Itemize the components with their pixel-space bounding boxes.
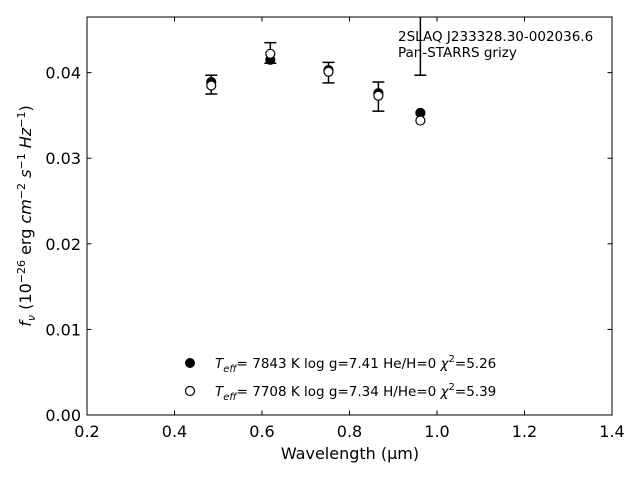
point-open — [373, 90, 384, 101]
x-tick-label: 0.2 — [74, 422, 99, 441]
survey-annotation: Pan-STARRS grizy — [398, 45, 517, 61]
x-tick-label: 0.8 — [337, 422, 362, 441]
point-open — [323, 66, 334, 77]
legend-2-comp: H/He=0 — [383, 384, 436, 400]
x-tick-label: 1.2 — [512, 422, 537, 441]
legend-1-logg: 7.41 — [349, 356, 379, 372]
x-tick-label: 1.0 — [424, 422, 449, 441]
x-axis-label: Wavelength (μm) — [281, 444, 419, 463]
y-tick-label: 0.02 — [45, 235, 81, 254]
y-axis-ticks: 0.00 0.01 0.02 0.03 0.04 — [45, 64, 612, 425]
y-tick-label: 0.00 — [45, 406, 81, 425]
y-tick-label: 0.01 — [45, 320, 81, 339]
legend-1-comp: He/H=0 — [383, 356, 436, 372]
legend-entry-2: Teff= 7708 K log g=7.34 H/He=0 χ2=5.39 — [215, 382, 496, 403]
y-axis-label: fν (10−26 erg cm−2 s−1 Hz−1) — [15, 105, 38, 326]
y-tick-label: 0.04 — [45, 64, 81, 83]
legend-marker-filled — [185, 358, 195, 368]
legend-2-chi2: 5.39 — [466, 384, 496, 400]
point-open — [265, 48, 276, 59]
x-axis-ticks: 0.2 0.4 0.6 0.8 1.0 1.2 1.4 — [74, 17, 625, 441]
x-tick-label: 0.4 — [162, 422, 187, 441]
legend-1-teff: 7843 K — [252, 356, 301, 372]
object-name-annotation: 2SLAQ J233328.30-002036.6 — [398, 29, 593, 45]
legend-2-teff: 7708 K — [252, 384, 301, 400]
legend: Teff= 7843 K log g=7.41 He/H=0 χ2=5.26 T… — [184, 354, 496, 403]
legend-marker-open — [184, 385, 196, 397]
point-open — [206, 80, 217, 91]
legend-2-logg: 7.34 — [349, 384, 379, 400]
x-tick-label: 0.6 — [249, 422, 274, 441]
legend-entry-1: Teff= 7843 K log g=7.41 He/H=0 χ2=5.26 — [215, 354, 496, 375]
y-tick-label: 0.03 — [45, 149, 81, 168]
point-open — [415, 115, 426, 126]
data-markers — [206, 48, 426, 126]
x-tick-label: 1.4 — [599, 422, 624, 441]
legend-1-chi2: 5.26 — [466, 356, 496, 372]
